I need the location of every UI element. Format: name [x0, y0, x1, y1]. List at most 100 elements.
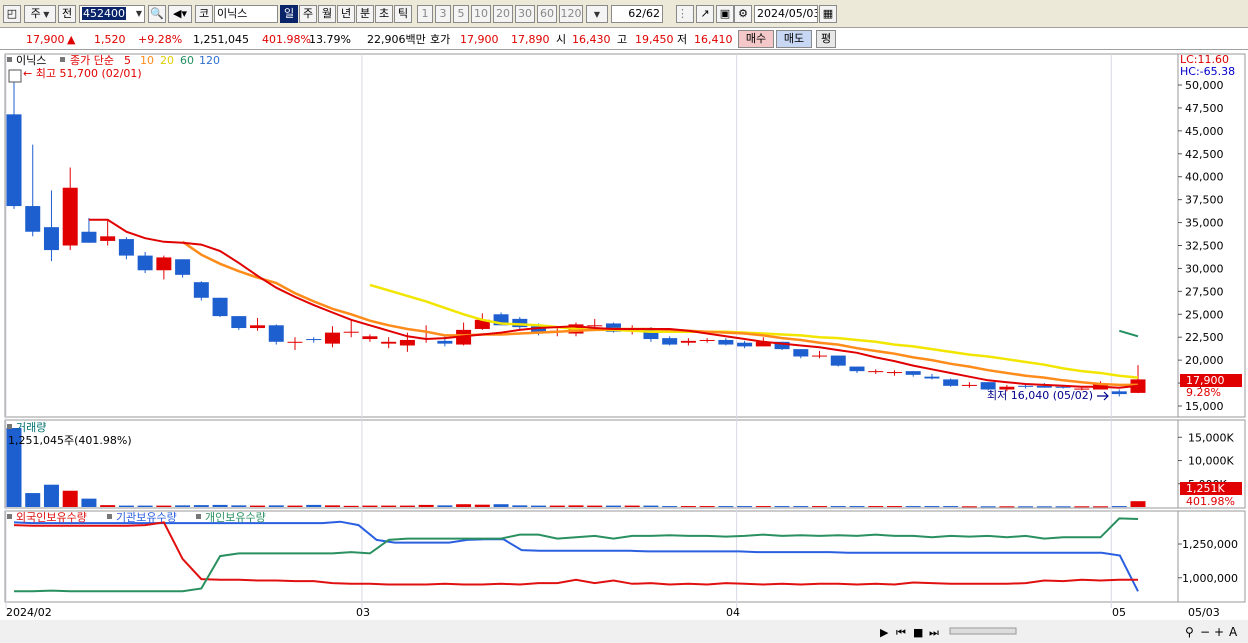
candle-body	[156, 257, 172, 271]
zoom-icon[interactable]: ⚲	[1185, 625, 1194, 639]
pane-menu-icon[interactable]	[107, 514, 112, 519]
market-select[interactable]: 주 ▼	[24, 5, 56, 23]
minute-5[interactable]: 5	[453, 5, 469, 23]
pane-menu-icon[interactable]	[7, 57, 12, 62]
buy-button[interactable]: 매수	[738, 30, 774, 48]
candle-body	[118, 239, 134, 256]
bid-label: 호가	[430, 33, 451, 46]
minute-20[interactable]: 20	[493, 5, 513, 23]
volume-bar	[212, 504, 228, 507]
interval-select[interactable]: ▼	[586, 5, 608, 23]
period-second[interactable]: 초	[375, 5, 393, 23]
candle-body	[943, 379, 959, 386]
volume-bar	[268, 505, 284, 507]
scroll-right-icon[interactable]: ▶	[880, 626, 889, 639]
legend-ma10: 10	[140, 54, 154, 67]
y-tick-label: 40,000	[1185, 171, 1224, 184]
volume-bar	[980, 506, 996, 508]
volume-pct-tag: 401.98%	[1186, 495, 1235, 508]
volume-bar	[830, 506, 846, 508]
volume-value: 1,251,045	[193, 33, 249, 46]
minus-icon[interactable]: −	[1200, 625, 1210, 639]
volume-bar	[25, 493, 41, 507]
candle-body	[737, 342, 753, 347]
change-percent: +9.28%	[138, 33, 183, 46]
candle-body	[812, 355, 828, 357]
volume-bar	[793, 506, 809, 508]
candle-body	[662, 338, 678, 345]
eval-button[interactable]: 평	[816, 30, 836, 48]
calendar-icon[interactable]: ▦	[819, 5, 837, 23]
candle-body	[849, 366, 865, 372]
candle-body	[924, 376, 940, 379]
period-year[interactable]: 년	[337, 5, 355, 23]
stock-chart[interactable]: 15,00017,50020,00022,50025,00027,50030,0…	[0, 50, 1248, 643]
minute-30[interactable]: 30	[515, 5, 535, 23]
volume-bar	[399, 505, 415, 507]
minute-3[interactable]: 3	[435, 5, 451, 23]
low-annotation: 최저 16,040 (05/02)	[987, 389, 1093, 402]
axis-frame	[1177, 510, 1246, 603]
period-tick[interactable]: 틱	[394, 5, 412, 23]
candle-body	[62, 187, 78, 246]
candle-body	[362, 336, 378, 340]
period-month[interactable]: 월	[318, 5, 336, 23]
pane-menu-icon[interactable]	[7, 514, 12, 519]
current-price: 17,900	[26, 33, 65, 46]
window-icon[interactable]: ◰	[3, 5, 21, 23]
gear-icon[interactable]: ⚙	[734, 5, 752, 23]
forward-icon[interactable]: ⏭	[929, 626, 939, 639]
stock-name-field[interactable]: 이닉스	[214, 5, 278, 23]
candle-body	[43, 227, 59, 251]
speaker-icon[interactable]: ◀▾	[168, 5, 192, 23]
count-field[interactable]: 62/62	[611, 5, 663, 23]
period-day[interactable]: 일	[280, 5, 298, 23]
search-icon[interactable]: 🔍	[148, 5, 166, 23]
code-input[interactable]: 452400 ▼	[79, 5, 145, 23]
save-icon[interactable]: ▣	[716, 5, 734, 23]
minute-1[interactable]: 1	[417, 5, 433, 23]
minute-10[interactable]: 10	[471, 5, 491, 23]
rewind-icon[interactable]: ⏮	[896, 626, 906, 639]
plus-icon[interactable]: +	[1214, 625, 1224, 639]
pane-menu-icon[interactable]	[7, 424, 12, 429]
font-size-icon[interactable]: A	[1229, 625, 1238, 639]
y-tick-label: 42,500	[1185, 148, 1224, 161]
volume-bar	[1055, 506, 1071, 508]
prev-button[interactable]: 전	[58, 5, 76, 23]
foreign-holding-line	[13, 520, 1139, 592]
volume-bar	[1111, 506, 1127, 508]
indicator-icon[interactable]: ⋮⋮	[676, 5, 694, 23]
candle-body	[868, 371, 884, 373]
volume-bar	[456, 504, 472, 507]
date-input[interactable]: 2024/05/03	[754, 5, 818, 23]
retail-holding-line	[14, 517, 1139, 593]
pane-menu-icon[interactable]	[60, 57, 65, 62]
minute-60[interactable]: 60	[537, 5, 557, 23]
candle-body	[268, 325, 284, 342]
hc-label: HC:-65.38	[1180, 65, 1235, 78]
count-total: /62	[642, 7, 660, 20]
volume-bar	[137, 505, 153, 507]
volume-bar	[6, 428, 22, 507]
candle-body	[531, 326, 547, 333]
volume-bar	[812, 506, 828, 508]
stop-icon[interactable]: ■	[913, 626, 923, 639]
chart-area[interactable]: 15,00017,50020,00022,50025,00027,50030,0…	[0, 50, 1248, 643]
bottom-strip	[0, 620, 1248, 643]
minute-120[interactable]: 120	[559, 5, 583, 23]
candle-body	[961, 384, 977, 386]
draw-icon[interactable]: ↗	[696, 5, 714, 23]
candle-body	[100, 236, 116, 241]
scroll-slider[interactable]	[949, 627, 1017, 635]
pane-menu-icon[interactable]	[196, 514, 201, 519]
calculator-icon[interactable]	[8, 69, 22, 83]
axis-frame	[1177, 53, 1246, 418]
volume-bar	[605, 505, 621, 507]
candle-body	[1018, 385, 1034, 387]
period-minute[interactable]: 분	[356, 5, 374, 23]
sell-button[interactable]: 매도	[776, 30, 812, 48]
candle-body	[1036, 385, 1052, 388]
period-week[interactable]: 주	[299, 5, 317, 23]
volume-bar	[587, 505, 603, 507]
